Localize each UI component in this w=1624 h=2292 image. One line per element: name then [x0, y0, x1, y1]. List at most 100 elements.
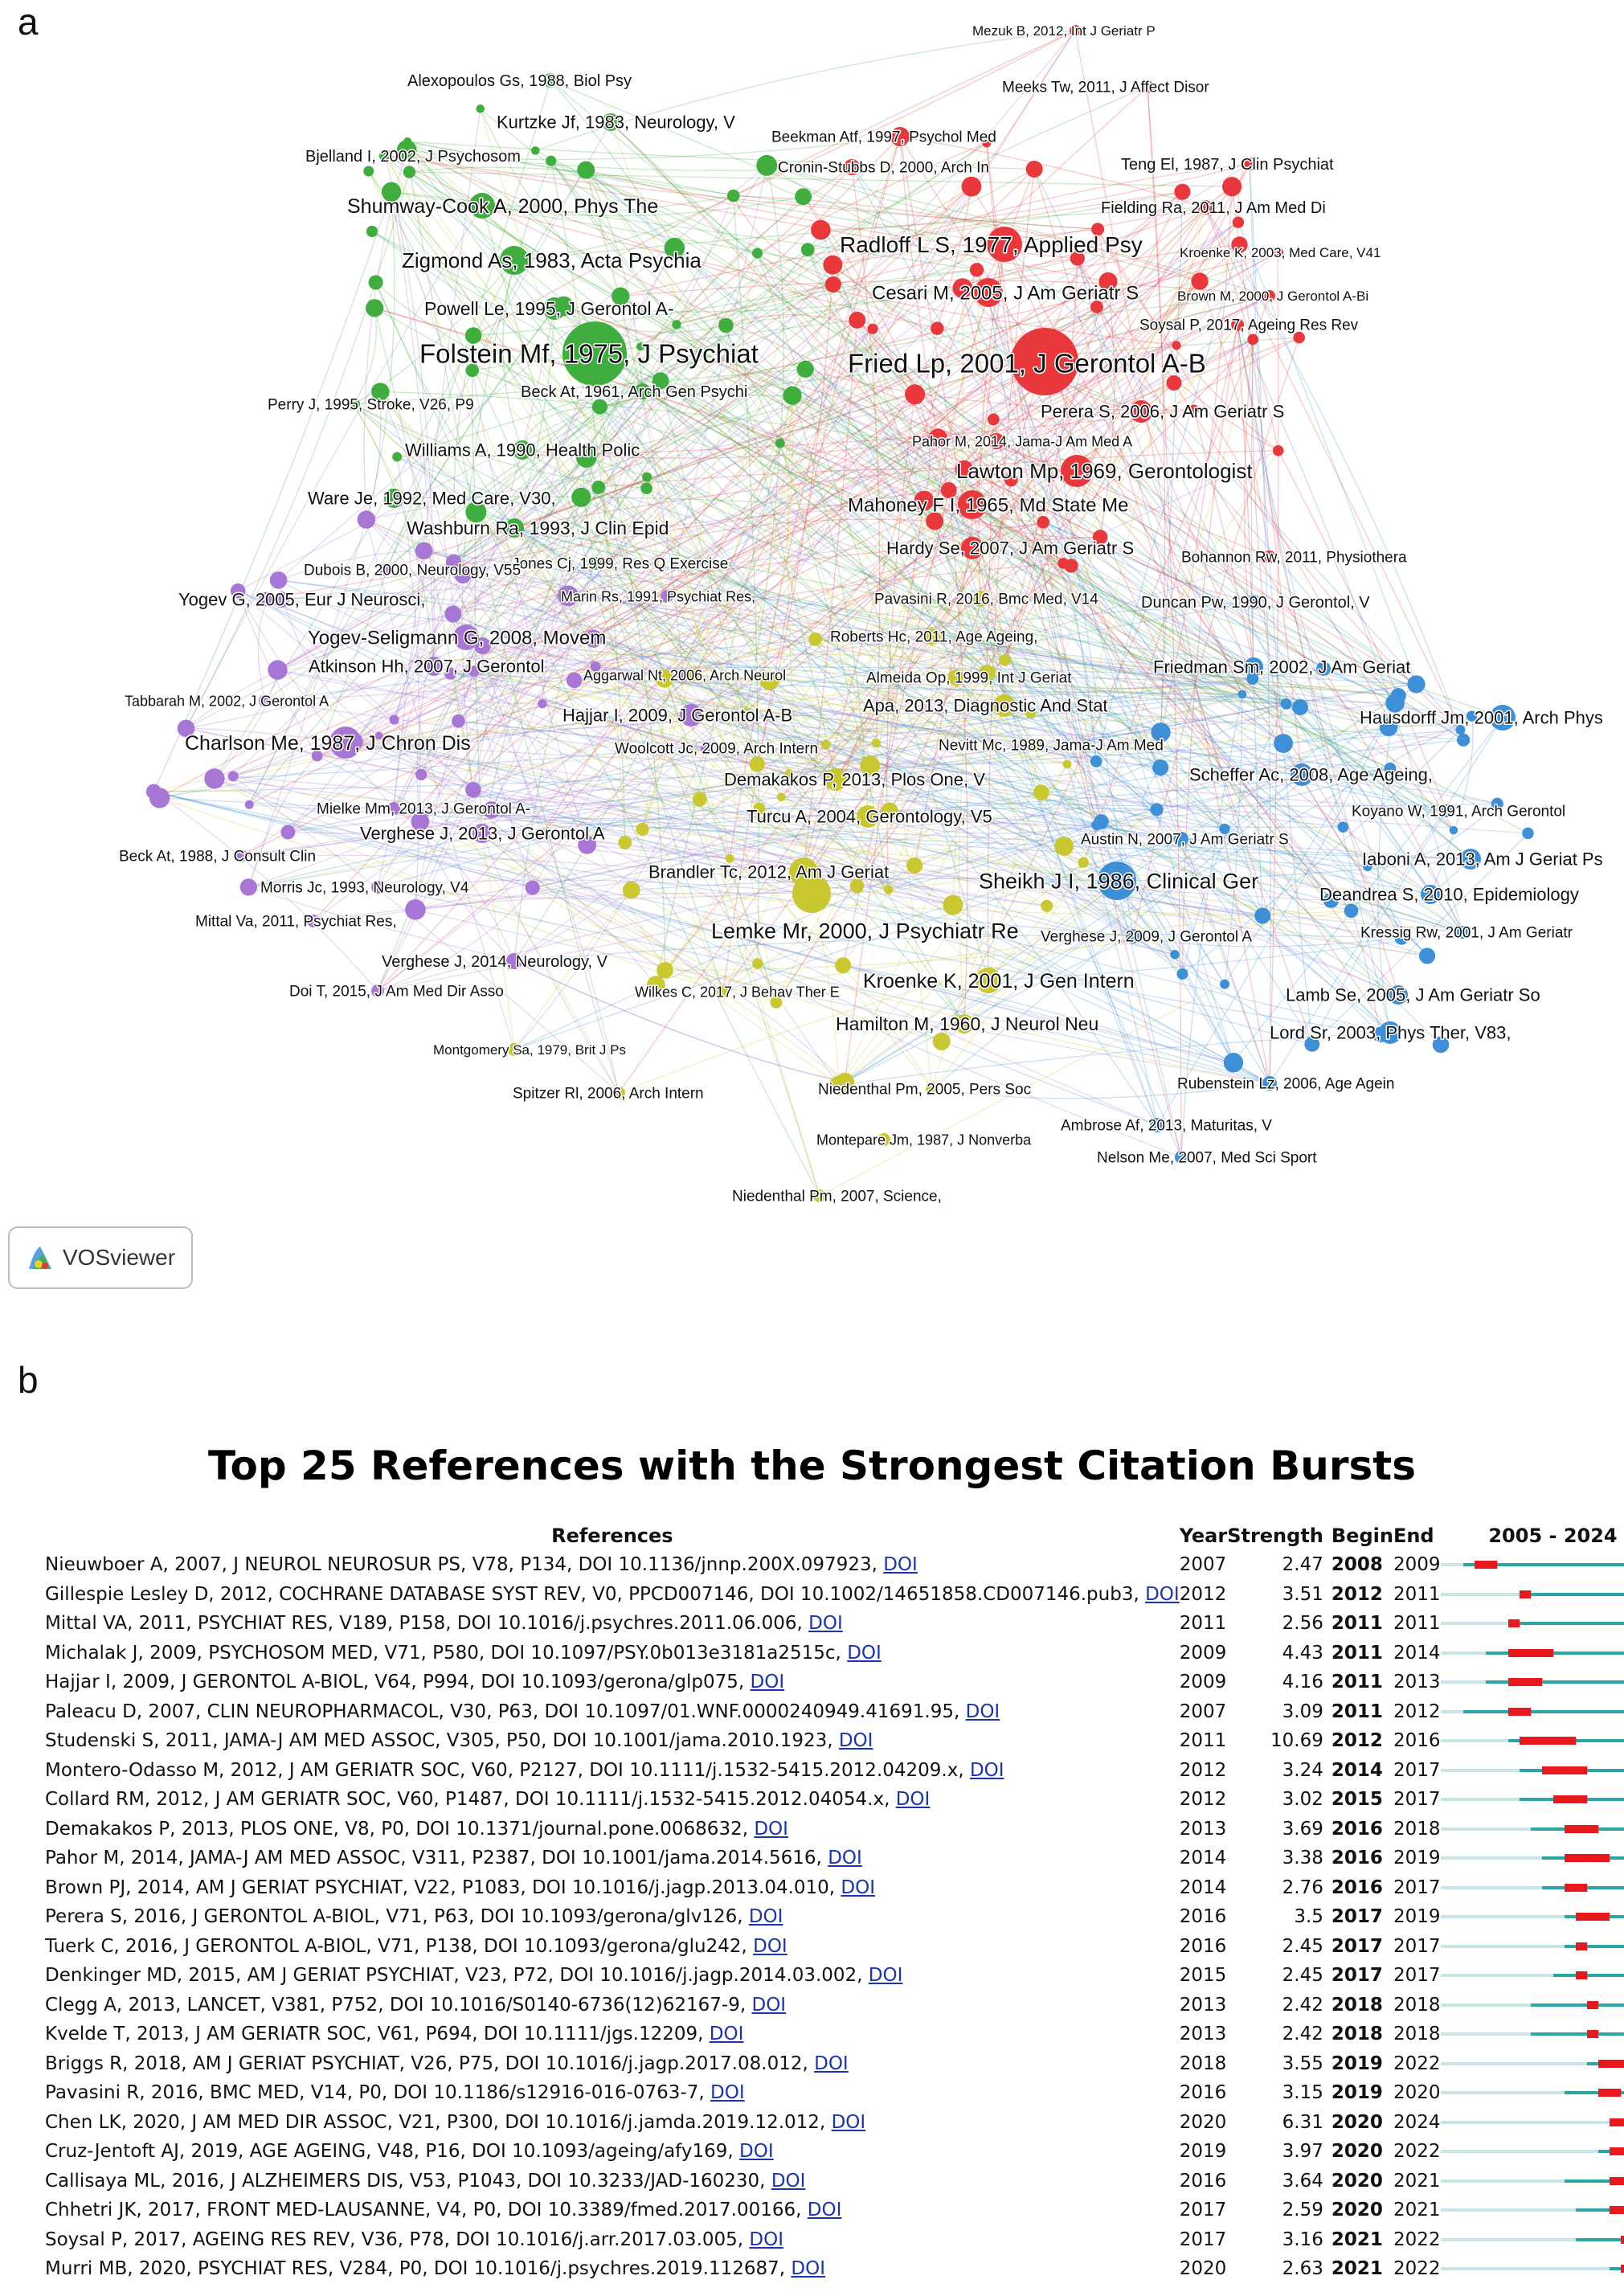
network-node: [1025, 160, 1043, 178]
network-node: [795, 188, 812, 206]
doi-link[interactable]: DOI: [965, 1701, 1000, 1722]
year-cell: 2009: [1179, 1642, 1227, 1664]
burst-year-segment: [1530, 1648, 1542, 1657]
network-node: [824, 768, 847, 791]
network-node: [906, 857, 923, 874]
network-edge: [472, 488, 648, 791]
network-edge: [986, 673, 1391, 1033]
network-edge: [963, 186, 1233, 470]
network-node: [371, 383, 390, 401]
burst-year-segment: [1564, 1974, 1576, 1978]
doi-link[interactable]: DOI: [841, 1877, 876, 1898]
doi-link[interactable]: DOI: [895, 1789, 931, 1811]
burst-year-segment: [1485, 1915, 1497, 1919]
burst-year-segment: [1620, 2265, 1624, 2274]
doi-link[interactable]: DOI: [753, 1935, 787, 1957]
doi-link[interactable]: DOI: [749, 2229, 784, 2250]
burst-timeline: [1440, 2235, 1624, 2244]
burst-timeline-cell: [1440, 1873, 1624, 1903]
reference-cell: Cruz-Jentoft AJ, 2019, AGE AGEING, V48, …: [45, 2137, 1180, 2167]
network-edge: [955, 677, 1042, 793]
reference-cell: Soysal P, 2017, AGEING RES REV, V36, P78…: [45, 2225, 1180, 2255]
network-edge: [385, 569, 684, 676]
network-edge: [766, 165, 977, 271]
network-edge: [232, 776, 620, 1094]
doi-link[interactable]: DOI: [710, 2082, 745, 2104]
network-node: [932, 1032, 951, 1050]
network-edge: [1156, 702, 1396, 1126]
burst-year-segment: [1507, 2179, 1520, 2183]
burst-year-segment: [1485, 1680, 1497, 1684]
doi-link[interactable]: DOI: [791, 2258, 826, 2280]
strength-cell: 2.42: [1282, 1994, 1323, 2016]
network-node: [1054, 836, 1074, 856]
network-edge: [766, 165, 784, 444]
burst-year-segment: [1620, 1739, 1624, 1743]
doi-link[interactable]: DOI: [754, 1818, 788, 1840]
burst-year-segment: [1519, 1678, 1531, 1687]
network-edge: [792, 395, 869, 817]
burst-timeline: [1440, 1707, 1624, 1716]
burst-year-segment: [1462, 1768, 1475, 1772]
network-edge: [1237, 324, 1391, 1033]
network-edge: [371, 231, 1391, 769]
network-node-label: Kurtzke Jf, 1983, Neurology, V: [497, 113, 735, 133]
network-edge: [393, 165, 767, 809]
network-node: [1337, 821, 1349, 833]
burst-year-segment: [1519, 2267, 1531, 2271]
network-edge: [214, 778, 724, 993]
doi-link[interactable]: DOI: [751, 1994, 787, 2016]
doi-link[interactable]: DOI: [828, 1848, 862, 1869]
doi-link[interactable]: DOI: [831, 2111, 866, 2133]
network-node: [588, 557, 601, 570]
network-edge: [1237, 222, 1417, 685]
network-node: [1092, 530, 1108, 545]
doi-link[interactable]: DOI: [739, 2141, 774, 2163]
strength-cell: 3.02: [1282, 1789, 1323, 1811]
doi-link[interactable]: DOI: [868, 1965, 903, 1987]
burst-timeline: [1440, 2265, 1624, 2274]
network-edge: [815, 638, 1287, 705]
end-cell: 2022: [1393, 2053, 1441, 2074]
doi-link[interactable]: DOI: [808, 1613, 843, 1635]
burst-year-segment: [1620, 1563, 1624, 1567]
burst-year-segment: [1609, 1592, 1621, 1596]
network-node: [415, 542, 433, 560]
network-edge: [676, 207, 1206, 325]
doi-link[interactable]: DOI: [847, 1642, 882, 1664]
network-edge: [1224, 695, 1399, 985]
network-edge: [232, 638, 594, 777]
doi-link[interactable]: DOI: [807, 2200, 842, 2221]
network-node: [835, 957, 852, 974]
network-edge: [963, 880, 1118, 1025]
doi-link[interactable]: DOI: [883, 1554, 918, 1576]
doi-link[interactable]: DOI: [969, 1759, 1004, 1781]
burst-year-segment: [1541, 1563, 1553, 1567]
doi-link[interactable]: DOI: [709, 2024, 744, 2045]
doi-link[interactable]: DOI: [1145, 1583, 1180, 1605]
doi-link[interactable]: DOI: [771, 2170, 806, 2192]
network-edge: [690, 714, 1431, 895]
doi-link[interactable]: DOI: [814, 2053, 849, 2074]
burst-year-segment: [1609, 2267, 1621, 2271]
doi-link[interactable]: DOI: [838, 1730, 873, 1752]
end-cell: 2014: [1393, 1642, 1441, 1664]
network-edge: [1237, 324, 1399, 996]
network-node-label: Brandler Tc, 2012, Am J Geriat: [648, 862, 889, 882]
begin-cell: 2011: [1331, 1701, 1383, 1722]
network-edge: [393, 808, 890, 820]
burst-year-segment: [1564, 2179, 1576, 2183]
network-edge: [1160, 186, 1233, 733]
network-edge: [513, 527, 1301, 708]
doi-link[interactable]: DOI: [748, 1906, 783, 1928]
network-node-label: Beekman Atf, 1997, Psychol Med: [771, 129, 996, 146]
reference-cell: Tuerk C, 2016, J GERONTOL A-BIOL, V71, P…: [45, 1932, 1180, 1962]
network-edge: [963, 469, 1324, 669]
doi-link[interactable]: DOI: [750, 1672, 785, 1693]
burst-year-segment: [1575, 1824, 1587, 1833]
burst-year-segment: [1552, 1592, 1565, 1596]
burst-year-segment: [1496, 1856, 1508, 1860]
burst-year-segment: [1519, 1622, 1531, 1626]
burst-timeline-cell: [1440, 1961, 1624, 1991]
network-edge: [472, 370, 1503, 718]
